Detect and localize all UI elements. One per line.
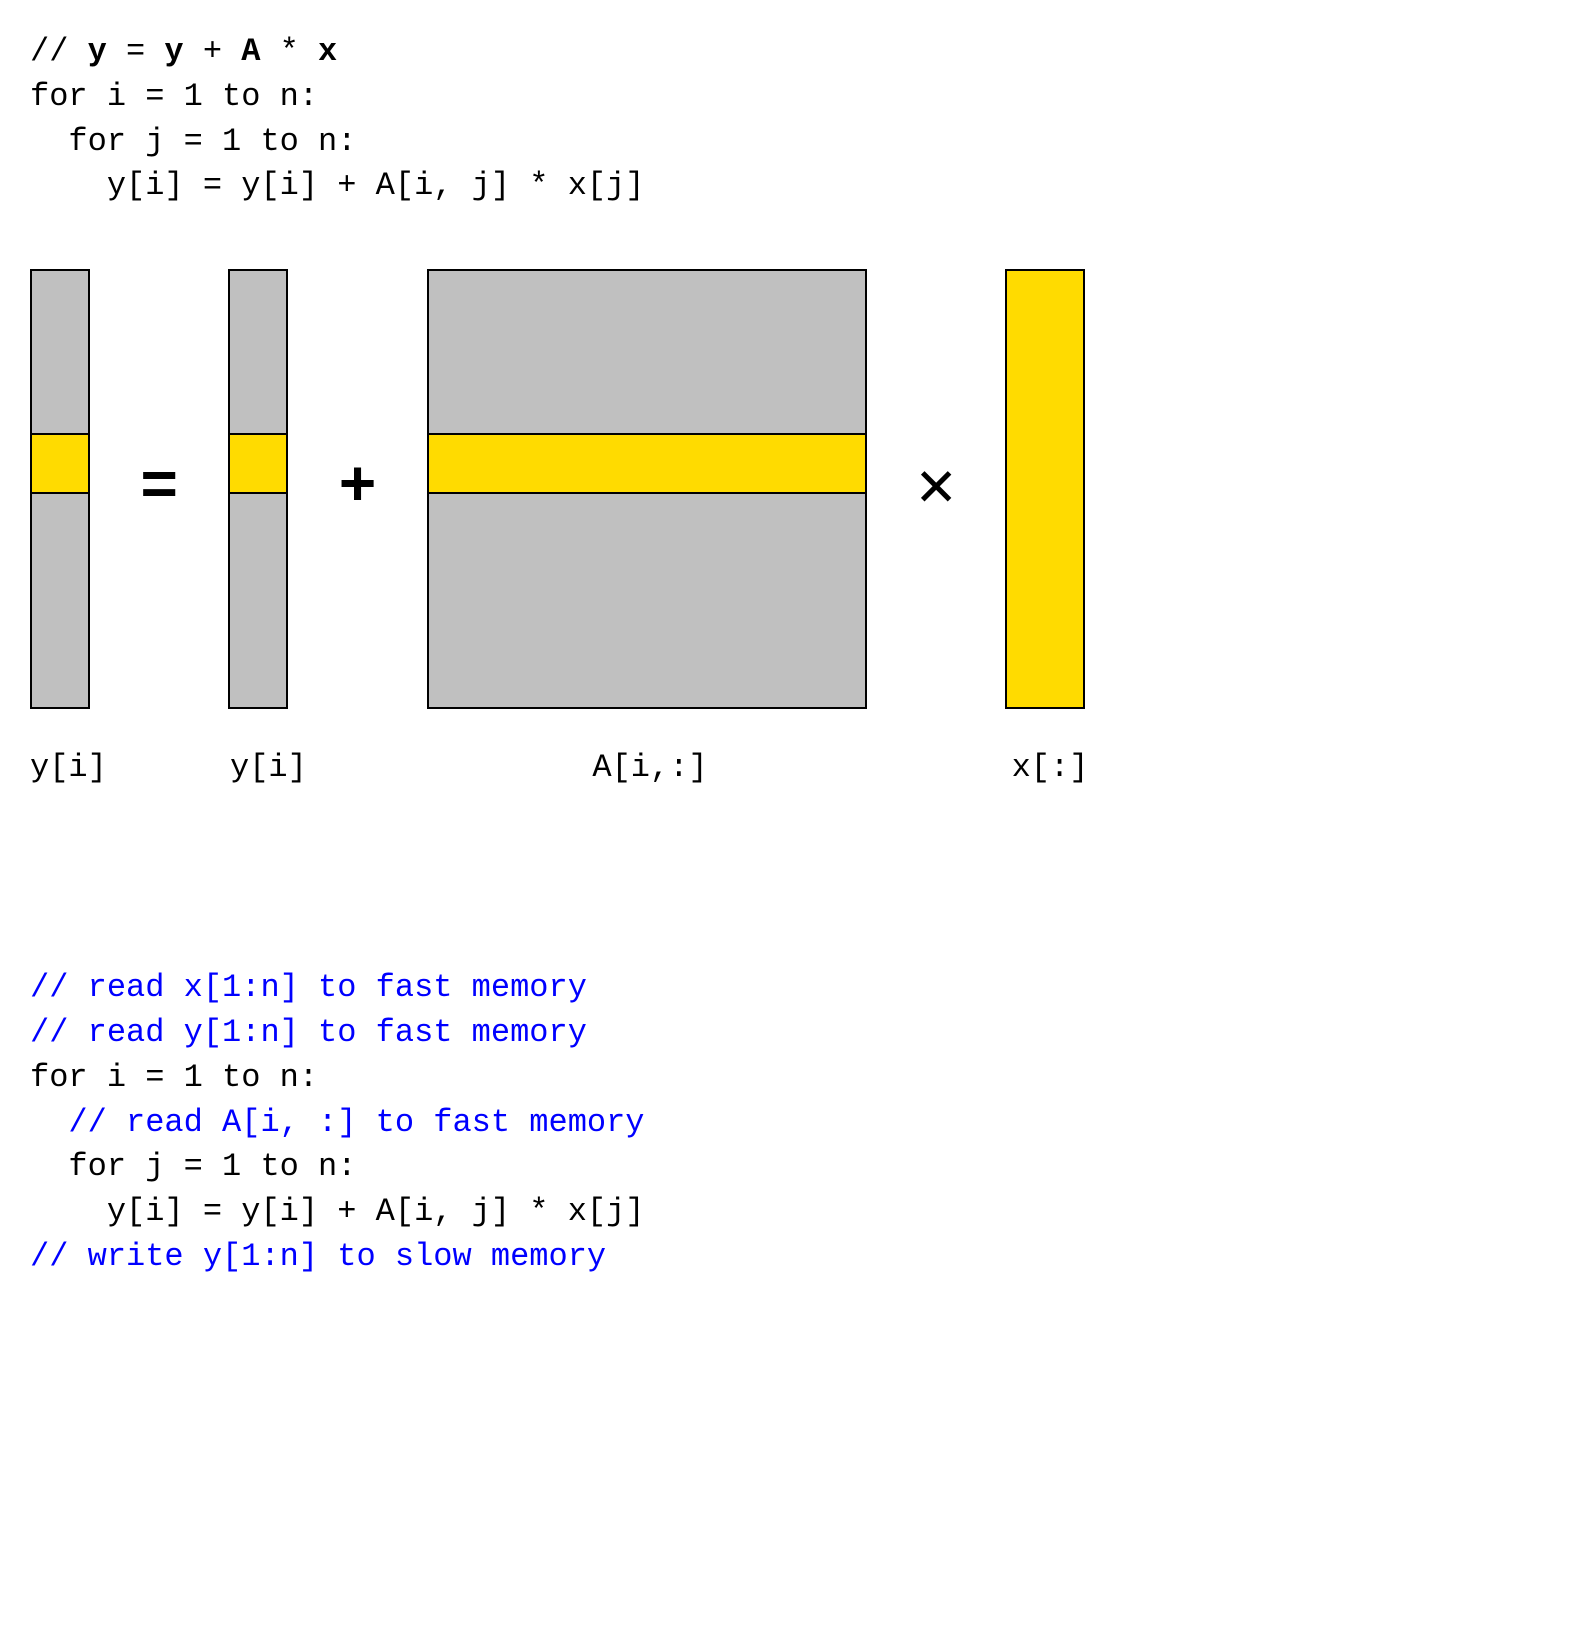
matrix-shape [427,269,867,709]
vector-shape [228,269,288,709]
code-line: for i = 1 to n: [30,1056,1543,1101]
spacer [30,786,1543,966]
segment-highlight [32,433,88,494]
segment-top [32,271,88,432]
segment-top [230,271,286,432]
code-segment: + [184,33,242,70]
shape-label: A[i,:] [430,749,870,786]
code-segment: for j = 1 to n: [68,1148,356,1185]
code-segment: * [260,33,318,70]
shape-label: x[:] [1010,749,1090,786]
code-segment: y [88,33,107,70]
shape-wrap [1005,269,1085,709]
code-segment: = [107,33,165,70]
code-segment: // [30,33,88,70]
shape-wrap [30,269,90,709]
segment-top [429,271,865,432]
xvector-shape [1005,269,1085,709]
code-line: y[i] = y[i] + A[i, j] * x[j] [30,1190,1543,1235]
code-block-top: // y = y + A * xfor i = 1 to n: for j = … [30,30,1543,209]
code-block-bottom: // read x[1:n] to fast memory // read y[1… [30,966,1543,1280]
operator: ✕ [907,457,966,521]
vector-shape [30,269,90,709]
code-segment: for i = 1 to n: [30,78,318,115]
code-segment: y[i] = y[i] + A[i, j] * x[j] [107,167,645,204]
code-line: for i = 1 to n: [30,75,1543,120]
diagram-row: = + ✕ y[i] y[i] A[i,:] x[:] [30,269,1543,786]
code-line: // y = y + A * x [30,30,1543,75]
code-line: // read x[1:n] to fast memory [30,966,1543,1011]
operator: + [328,457,386,521]
code-segment: A [241,33,260,70]
segment-highlight [429,433,865,494]
shape-label: y[i] [230,749,290,786]
segment-highlight [230,433,286,494]
code-segment: for i = 1 to n: [30,1059,318,1096]
code-line: for j = 1 to n: [30,120,1543,165]
operator: = [130,457,188,521]
code-line: // write y[1:n] to slow memory [30,1235,1543,1280]
shape-label: y[i] [30,749,90,786]
code-segment: for j = 1 to n: [68,123,356,160]
code-line: // read y[1:n] to fast memory [30,1011,1543,1056]
code-segment: y[i] = y[i] + A[i, j] * x[j] [107,1193,645,1230]
shape-wrap [228,269,288,709]
code-line: y[i] = y[i] + A[i, j] * x[j] [30,164,1543,209]
code-line: // read A[i, :] to fast memory [30,1101,1543,1146]
code-segment: // read y[1:n] to fast memory [30,1014,587,1051]
code-line: for j = 1 to n: [30,1145,1543,1190]
code-segment: x [318,33,337,70]
shape-wrap [427,269,867,709]
code-segment: // read A[i, :] to fast memory [68,1104,644,1141]
segment-bottom [230,494,286,708]
segment-bottom [429,494,865,708]
code-segment: // read x[1:n] to fast memory [30,969,587,1006]
code-segment: // write y[1:n] to slow memory [30,1238,606,1275]
code-segment: y [164,33,183,70]
segment-bottom [32,494,88,708]
